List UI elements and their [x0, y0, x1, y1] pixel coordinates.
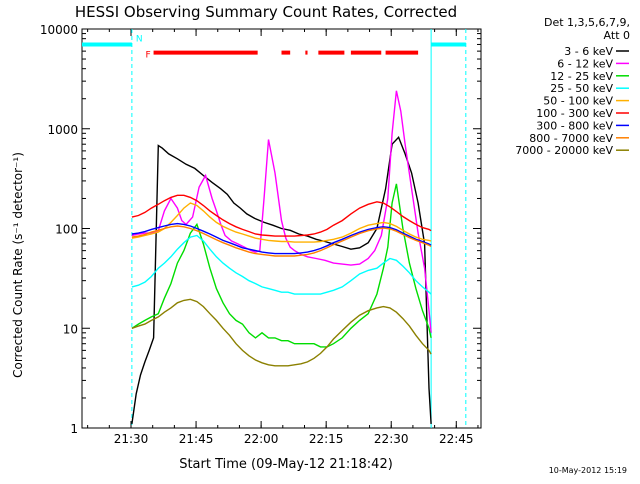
- series-line: [131, 90, 432, 333]
- y-tick-label: 1000: [47, 123, 78, 137]
- series-line: [131, 194, 432, 237]
- legend-label: 7000 - 20000 keV: [515, 144, 613, 157]
- series-line: [131, 225, 432, 257]
- legend-label: 25 - 50 keV: [550, 82, 613, 95]
- x-tick-label: 21:30: [114, 432, 149, 446]
- series-line: [131, 202, 432, 243]
- footer-timestamp: 10-May-2012 15:19: [549, 466, 627, 475]
- legend-label: 50 - 100 keV: [543, 95, 613, 108]
- plot-area: 21:30 21:45 22:00 22:15 22:30 22:45 1 10 100 1000…: [40, 23, 482, 446]
- y-tick-label: 1: [70, 422, 78, 436]
- legend-label: 800 - 7000 keV: [529, 132, 613, 145]
- y-tick-label: 10000: [40, 23, 78, 37]
- legend-subheader: Att 0: [604, 29, 630, 42]
- y-axis-label: Corrected Count Rate (s⁻¹ detector⁻¹): [11, 152, 25, 378]
- legend-label: 12 - 25 keV: [550, 70, 613, 83]
- x-tick-label: 22:45: [439, 432, 474, 446]
- legend-label: 300 - 800 keV: [536, 119, 613, 132]
- series-line: [131, 222, 432, 255]
- x-tick-label: 22:30: [374, 432, 409, 446]
- chart-title: HESSI Observing Summary Count Rates, Cor…: [75, 3, 457, 21]
- legend-header: Det 1,3,5,6,7,9,: [544, 16, 630, 29]
- series-line: [131, 234, 432, 295]
- state-bar-label: N: [136, 34, 143, 44]
- x-tick-label: 21:45: [179, 432, 214, 446]
- legend-label: 6 - 12 keV: [557, 57, 613, 70]
- y-tick-label: 100: [55, 223, 78, 237]
- series-line: [131, 183, 432, 348]
- state-bar-label: F: [146, 51, 151, 61]
- legend-label: 100 - 300 keV: [536, 107, 613, 120]
- x-tick-label: 22:00: [244, 432, 279, 446]
- x-tick-label: 22:15: [309, 432, 344, 446]
- legend-label: 3 - 6 keV: [564, 45, 613, 58]
- y-tick-label: 10: [63, 322, 78, 336]
- series-line: [131, 298, 432, 367]
- x-axis-label: Start Time (09-May-12 21:18:42): [179, 457, 393, 472]
- series-line: [131, 136, 432, 424]
